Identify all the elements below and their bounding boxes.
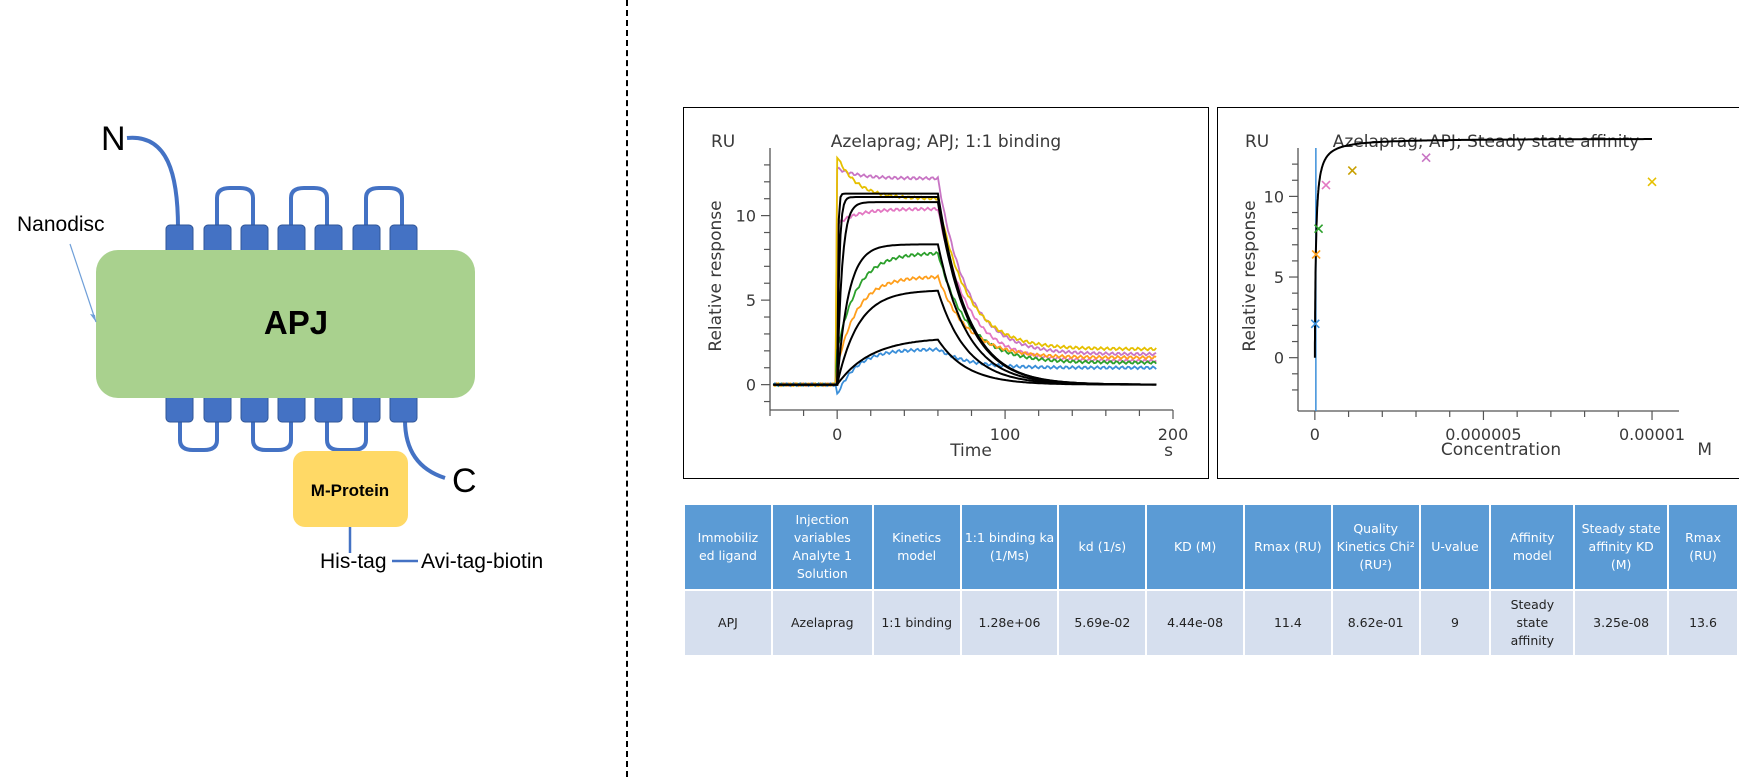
results-table: Immobiliz ed ligand Injection variables … <box>683 503 1739 657</box>
kinetics-x-tick-label: 100 <box>990 425 1021 444</box>
header-kinetics-model: Kinetics model <box>871 503 962 591</box>
affinity-y-tick-label: 5 <box>1274 268 1284 287</box>
header-immobilized-ligand: Immobiliz ed ligand <box>683 503 773 591</box>
nanodisc <box>96 250 475 398</box>
kinetics-chart-title: Azelaprag; APJ; 1:1 binding <box>831 132 1061 152</box>
extracellular-loops <box>215 186 404 228</box>
cell-ligand: APJ <box>683 589 773 657</box>
affinity-x-tick-label: 0 <box>1310 425 1320 444</box>
kinetics-chart: RU Azelaprag; APJ; 1:1 binding Relative … <box>706 132 1189 461</box>
affinity-x-tick-label: 0.00001 <box>1619 425 1685 444</box>
kinetics-fit-curve-4 <box>773 243 1157 386</box>
cell-rmax: 11.4 <box>1242 589 1333 657</box>
cell-analyte: Azelaprag <box>770 589 874 657</box>
m-protein-box <box>293 451 408 527</box>
cell-KD: 4.44e-08 <box>1145 589 1245 657</box>
c-terminus-tail <box>403 419 446 480</box>
cell-steady-state-kd: 3.25e-08 <box>1573 589 1670 657</box>
nanodisc-pointer-arrowhead <box>90 314 96 322</box>
header-injection-variables: Injection variables Analyte 1 Solution <box>770 503 874 591</box>
kinetics-fit-curve-6 <box>773 338 1157 386</box>
nanodisc-label: Nanodisc <box>17 213 105 236</box>
cell-kinetics-model: 1:1 binding <box>871 589 962 657</box>
header-steady-state-rmax: Rmax (RU) <box>1667 503 1739 591</box>
header-rmax: Rmax (RU) <box>1242 503 1333 591</box>
cell-steady-state-rmax: 13.6 <box>1667 589 1739 657</box>
kinetics-chart-xlabel: Time <box>949 441 992 461</box>
section-divider <box>626 0 628 777</box>
affinity-fit-curve <box>1313 138 1652 358</box>
intracellular-loops <box>178 420 368 452</box>
kinetics-y-tick-label: 10 <box>736 207 756 226</box>
cell-chi2: 8.62e-01 <box>1330 589 1421 657</box>
header-steady-state-kd: Steady state affinity KD (M) <box>1573 503 1670 591</box>
affinity-chart-panel: RU Azelaprag; APJ; Steady state affinity… <box>1217 107 1739 479</box>
affinity-data-point-3 <box>1314 224 1324 234</box>
n-terminus-tail <box>126 135 180 229</box>
header-affinity-model: Affinity model <box>1489 503 1576 591</box>
header-kd: kd (1/s) <box>1057 503 1148 591</box>
kinetics-measured-series-5 <box>772 274 1157 388</box>
affinity-data-point-5 <box>1347 166 1357 176</box>
n-terminus-label: N <box>101 120 126 158</box>
cell-ka: 1.28e+06 <box>959 589 1060 657</box>
kinetics-chart-xunit: s <box>1164 441 1173 461</box>
kinetics-fit-curve-5 <box>773 289 1157 386</box>
kinetics-measured-series-1 <box>773 166 1157 389</box>
his-tag-label: His-tag <box>320 550 387 573</box>
cell-kd: 5.69e-02 <box>1057 589 1148 657</box>
kinetics-chart-panel: RU Azelaprag; APJ; 1:1 binding Relative … <box>683 107 1209 479</box>
kinetics-measured-series-6 <box>772 347 1157 396</box>
cell-u-value: 9 <box>1418 589 1492 657</box>
header-u-value: U-value <box>1418 503 1492 591</box>
affinity-chart-unit-label: RU <box>1245 132 1269 152</box>
transmembrane-helices-top <box>165 224 418 256</box>
header-ka: 1:1 binding ka (1/Ms) <box>959 503 1060 591</box>
affinity-data-point-7 <box>1647 177 1657 187</box>
kinetics-measured-series-2 <box>772 206 1157 388</box>
kinetics-chart-ylabel: Relative response <box>706 200 726 351</box>
kinetics-x-tick-label: 200 <box>1158 425 1189 444</box>
affinity-chart-xunit: M <box>1697 440 1712 460</box>
kinetics-chart-unit-label: RU <box>711 132 735 152</box>
kinetics-x-tick-label: 0 <box>832 425 842 444</box>
kinetics-y-tick-label: 5 <box>746 291 756 310</box>
apj-label: APJ <box>264 304 328 341</box>
header-KD: KD (M) <box>1145 503 1245 591</box>
apj-nanodisc-diagram: N C APJ Nanodisc M-Prote <box>17 120 543 573</box>
affinity-chart-xlabel: Concentration <box>1441 440 1561 460</box>
kinetics-measured-series-3 <box>772 155 1157 388</box>
table-row: APJ Azelaprag 1:1 binding 1.28e+06 5.69e… <box>683 589 1739 657</box>
c-terminus-label: C <box>452 462 477 500</box>
affinity-chart-title: Azelaprag; APJ; Steady state affinity <box>1333 132 1639 152</box>
nanodisc-pointer <box>69 243 97 323</box>
affinity-data-point-6 <box>1421 153 1431 163</box>
affinity-chart-ylabel: Relative response <box>1240 200 1260 351</box>
affinity-y-tick-label: 10 <box>1264 187 1284 206</box>
results-table-header-row: Immobiliz ed ligand Injection variables … <box>683 503 1739 591</box>
affinity-data-point-2 <box>1311 249 1321 260</box>
cell-affinity-model: Steady state affinity <box>1489 589 1576 657</box>
affinity-data-point-4 <box>1321 180 1331 190</box>
affinity-chart: RU Azelaprag; APJ; Steady state affinity… <box>1240 132 1712 460</box>
kinetics-y-tick-label: 0 <box>746 376 756 395</box>
affinity-x-tick-label: 0.000005 <box>1445 425 1521 444</box>
transmembrane-helices-bottom <box>165 391 418 423</box>
affinity-y-tick-label: 0 <box>1274 349 1284 368</box>
affinity-data-point-1 <box>1310 319 1320 329</box>
avi-tag-label: Avi-tag-biotin <box>421 550 543 573</box>
m-protein-label: M-Protein <box>311 481 389 500</box>
header-chi2: Quality Kinetics Chi² (RU²) <box>1330 503 1421 591</box>
